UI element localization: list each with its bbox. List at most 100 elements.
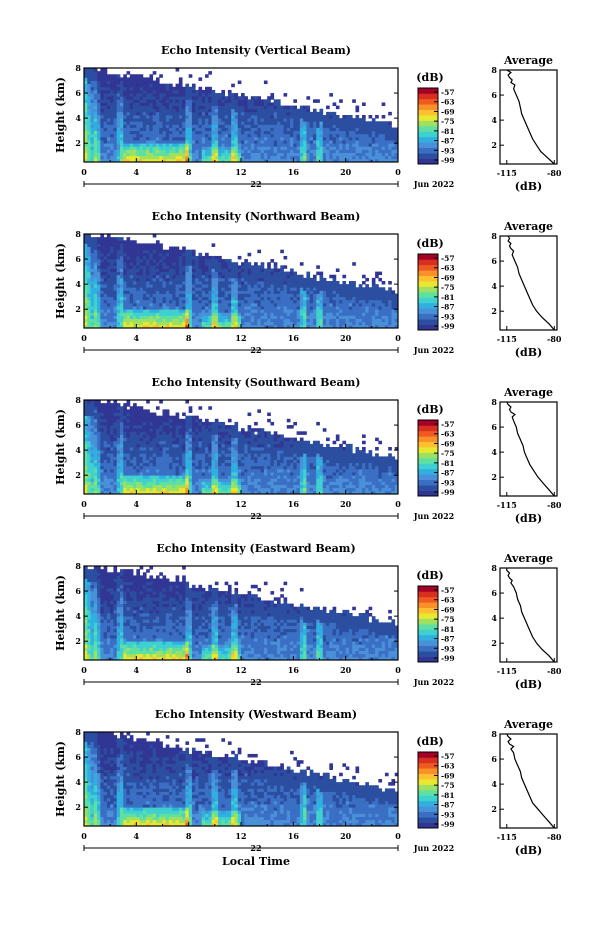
heatmap-cell [113,155,118,160]
heatmap-cell [283,124,288,128]
heatmap-cell [162,312,167,316]
heatmap-cell [100,255,105,260]
heatmap-cell [319,281,324,285]
heatmap-cell [169,274,173,279]
heatmap-cell [218,102,222,106]
heatmap-cell [205,146,209,150]
heatmap-cell [381,146,386,150]
heatmap-cell [254,127,258,132]
heatmap-cell [276,321,281,326]
heatmap-cell [182,105,186,110]
heatmap-cell [149,484,154,489]
heatmap-cell [237,96,242,100]
heatmap-cell [97,468,101,473]
heatmap-cell [306,118,311,122]
heatmap-cell [142,89,147,94]
heatmap-cell [165,143,170,147]
heatmap-cell [146,265,150,269]
heatmap-cell [146,249,150,254]
heatmap-cell [106,249,111,254]
heatmap-cell [159,312,163,316]
heatmap-cell [146,309,150,313]
heatmap-cell [142,271,147,276]
heatmap-cell [133,472,137,476]
heatmap-cell [234,284,239,288]
heatmap-cell [254,99,258,103]
heatmap-cell [358,312,363,316]
heatmap-cell [100,403,105,407]
heatmap-cell [296,158,301,163]
heatmap-cell [90,406,95,410]
heatmap-cell [87,490,91,495]
heatmap-cell [110,478,114,482]
heatmap-cell [355,118,360,122]
heatmap-cell [113,149,118,153]
heatmap-cell [391,143,396,147]
heatmap-cell [198,152,203,157]
heatmap-cell [254,293,258,298]
heatmap-cell [175,259,180,263]
heatmap-cell [110,89,114,94]
heatmap-cell [355,315,360,319]
heatmap-cell [106,124,111,128]
heatmap-cell [142,472,147,476]
heatmap-cell [175,315,180,319]
heatmap-cell [165,299,170,304]
heatmap-cell [394,140,399,144]
heatmap-cell [224,290,229,294]
heatmap-cell [352,133,356,138]
heatmap-cell [106,462,111,467]
heatmap-cell [296,133,301,138]
heatmap-cell [195,318,199,323]
heatmap-cell [195,281,199,285]
heatmap-cell [172,284,176,288]
heatmap-cell [152,252,157,257]
heatmap-cell [165,111,170,116]
heatmap-cell [119,152,124,157]
heatmap-cell [126,306,131,310]
heatmap-cell [106,80,111,85]
heatmap-cell [234,118,239,122]
heatmap-cell [162,133,167,138]
heatmap-cell [100,434,105,438]
heatmap-cell [214,255,219,260]
heatmap-cell [218,133,222,138]
heatmap-cell [146,302,150,307]
heatmap-cell [188,155,193,160]
heatmap-cell [146,149,150,153]
heatmap-cell [93,140,98,144]
heatmap-cell [296,277,301,282]
heatmap-cell [110,265,114,269]
heatmap-cell [103,293,108,298]
heatmap-cell [329,124,333,128]
heatmap-cell [152,102,157,106]
heatmap-cell [116,121,121,125]
heatmap-cell [97,255,101,260]
heatmap-cell [116,89,121,94]
heatmap-cell [139,465,144,470]
heatmap-cell [90,431,95,435]
heatmap-cell [296,118,301,122]
heatmap-cell [384,143,389,147]
heatmap-cell [129,437,134,442]
heatmap-cell [93,459,98,464]
heatmap-cell [290,130,294,135]
heatmap-cell [355,108,360,113]
heatmap-cell [136,284,140,288]
heatmap-cell [208,121,212,125]
heatmap-cell [103,124,108,128]
heatmap-cell [218,321,222,326]
heatmap-cell [208,302,212,307]
heatmap-cell [329,155,333,160]
heatmap-cell [316,312,320,316]
heatmap-cell [100,453,105,457]
heatmap-cell [241,124,245,128]
heatmap-cell [244,315,248,319]
heatmap-cell [316,121,320,125]
heatmap-cell [371,315,376,319]
heatmap-cell [139,484,144,489]
heatmap-cell [165,296,170,301]
heatmap-cell [126,259,131,263]
heatmap-cell [221,143,226,147]
heatmap-cell [218,315,222,319]
